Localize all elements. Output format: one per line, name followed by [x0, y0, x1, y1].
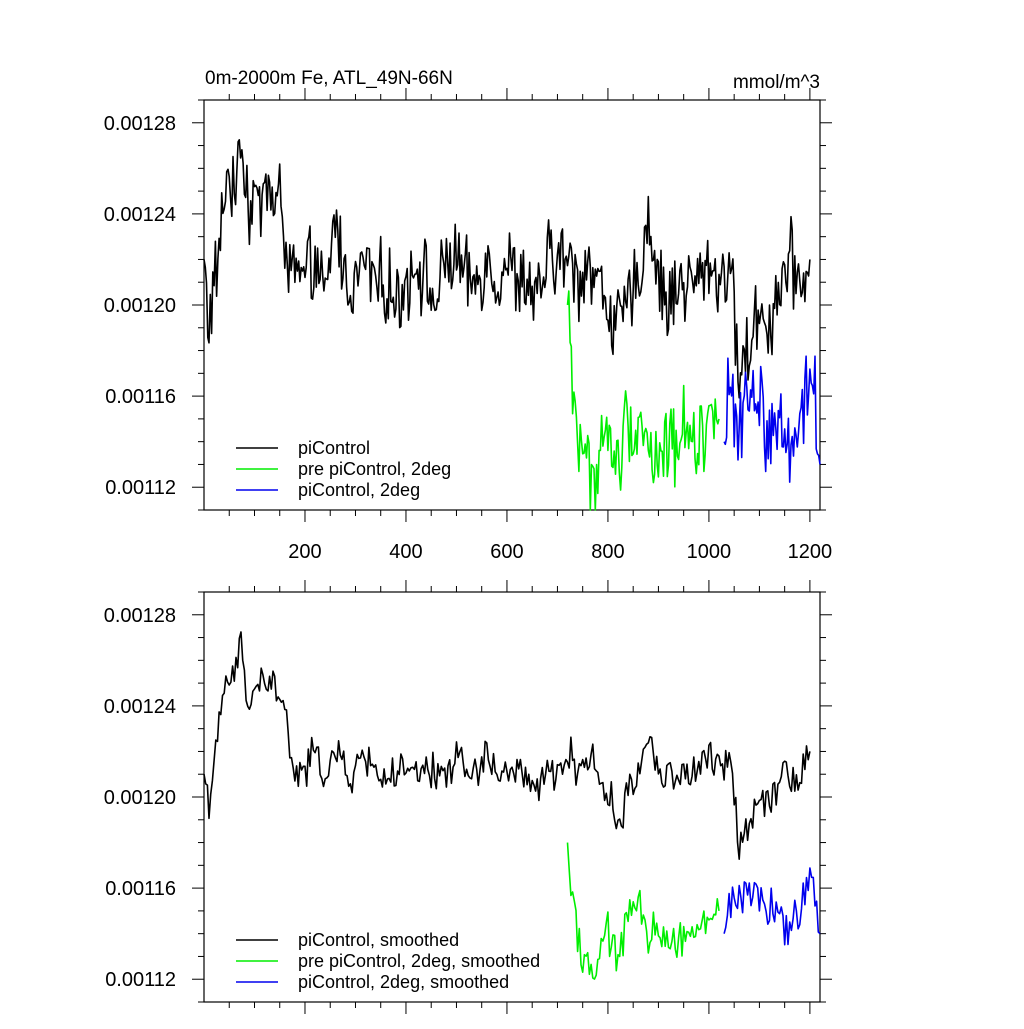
- y-tick-label: 0.00116: [105, 878, 176, 900]
- y-tick-label: 0.00120: [104, 295, 176, 317]
- legend-label: piControl, 2deg, smoothed: [298, 972, 509, 992]
- x-tick-label: 1000: [687, 541, 732, 563]
- series-line-piControl: [203, 139, 811, 399]
- y-tick-label: 0.00116: [105, 386, 176, 408]
- x-tick-label: 600: [490, 541, 523, 563]
- series-line-piControl-2deg: [723, 355, 821, 483]
- series-line-pre-piControl-2deg: [566, 842, 720, 980]
- y-tick-label: 0.00124: [104, 204, 176, 226]
- y-tick-label: 0.00128: [104, 113, 176, 135]
- legend-label: piControl: [298, 438, 370, 458]
- units-label: mmol/m^3: [733, 72, 820, 93]
- y-tick-label: 0.00124: [104, 696, 176, 718]
- legend-label: piControl, 2deg: [298, 480, 420, 500]
- y-tick-label: 0.00112: [105, 969, 176, 991]
- chart-title: 0m-2000m Fe, ATL_49N-66N: [205, 68, 453, 89]
- legend-label: pre piControl, 2deg, smoothed: [298, 951, 540, 971]
- x-tick-label: 800: [591, 541, 624, 563]
- series-line-pre-piControl-2deg: [566, 290, 720, 511]
- series-line-piControl: [203, 631, 811, 860]
- x-tick-label: 400: [389, 541, 422, 563]
- y-tick-label: 0.00112: [105, 477, 176, 499]
- y-tick-label: 0.00128: [104, 605, 176, 627]
- y-tick-label: 0.00120: [104, 787, 176, 809]
- series-line-piControl-2deg: [723, 867, 821, 946]
- x-tick-label: 1200: [788, 541, 833, 563]
- legend-label: pre piControl, 2deg: [298, 459, 451, 479]
- legend-label: piControl, smoothed: [298, 930, 459, 950]
- x-tick-label: 200: [288, 541, 321, 563]
